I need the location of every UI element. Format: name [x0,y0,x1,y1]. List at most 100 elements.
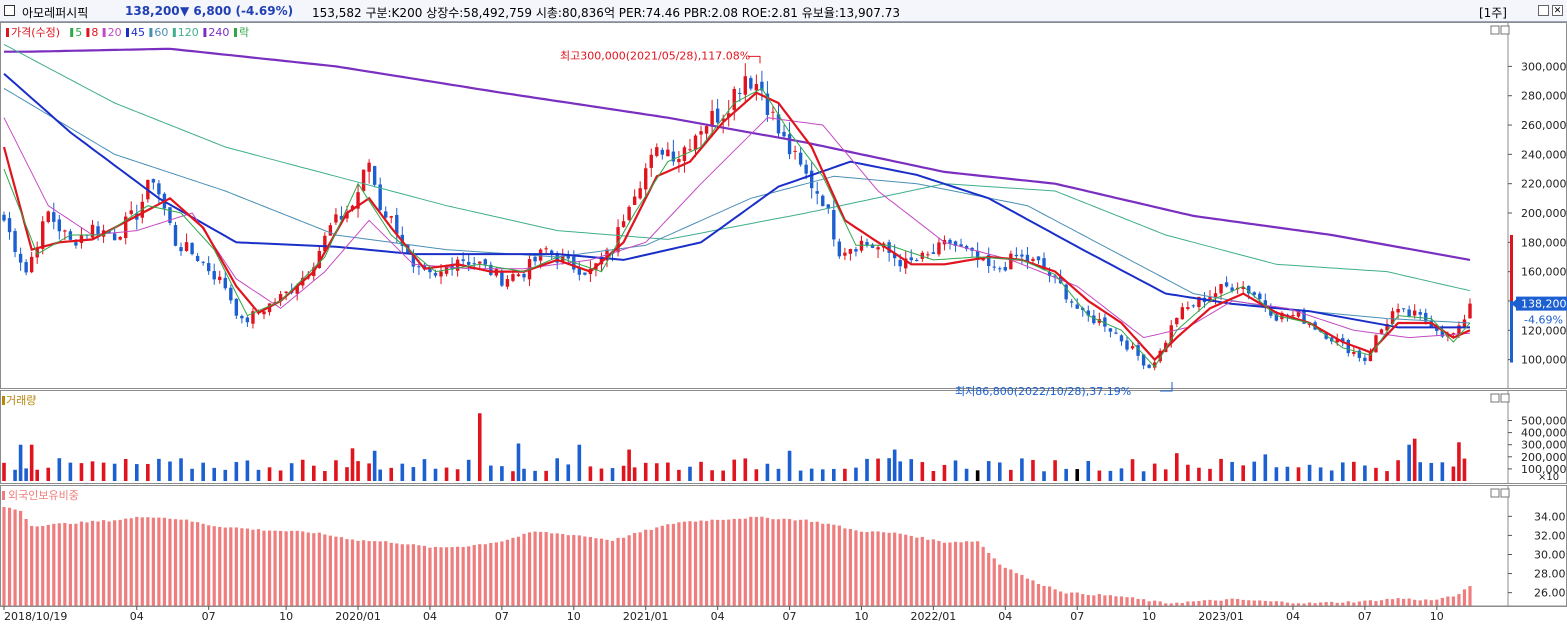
x-tick-label: 2022/01 [911,610,957,623]
volume-bar [179,458,183,481]
candle-up [848,249,853,254]
volume-bar [411,467,416,481]
price-tick-label: 100,000 [1521,354,1567,367]
candle-down [760,81,764,91]
legend-marker [149,28,153,37]
foreign-bar [173,519,178,606]
close-icon[interactable]: ✕ [1552,5,1563,16]
foreign-tick-label: 28.00 [1534,568,1566,581]
select-checkbox[interactable] [4,5,15,16]
candle-up [41,221,45,249]
volume-bar [378,469,382,481]
foreign-bar [417,545,421,606]
foreign-bar [1213,600,1218,606]
foreign-bar [1291,603,1295,606]
foreign-bar [157,517,161,606]
volume-bar [776,468,781,481]
volume-bar [1186,464,1190,481]
volume-bar [1451,466,1456,481]
volume-bar [887,458,891,481]
foreign-bar [621,537,626,606]
candle-down [931,252,936,254]
candle-down [1247,285,1251,294]
foreign-bar [1047,586,1052,606]
foreign-bar [837,525,841,606]
candle-down [909,257,913,261]
foreign-panel-restore-icon [1490,488,1500,498]
foreign-bar [113,520,117,606]
legend-6: 120 [178,26,199,39]
candle-up [1158,350,1162,362]
foreign-bar [184,519,189,606]
volume-bar [787,450,792,481]
current-price: 138,200 [125,4,180,18]
restore-icon[interactable] [1538,5,1549,16]
foreign-bar [527,532,532,606]
foreign-bar [666,524,670,606]
candle-down [461,259,465,261]
candle-up [544,248,548,250]
foreign-bar [422,545,427,606]
candle-down [1191,305,1196,307]
candle-up [1468,303,1472,319]
volume-bar [101,462,106,481]
volume-bar [356,461,360,481]
foreign-bar [1036,583,1041,606]
foreign-bar [1075,592,1079,606]
legend-marker [86,28,90,37]
volume-bar [367,463,371,481]
price-tick-label: 120,000 [1521,324,1567,337]
candle-down [854,249,858,252]
volume-bar [223,469,228,481]
volume-bar [1429,462,1434,481]
candle-down [179,247,183,252]
foreign-bar [467,546,471,606]
candle-up [278,294,283,302]
volume-bar [654,463,659,481]
last-change-label: -4.69% [1524,314,1563,327]
foreign-bar [79,521,84,606]
foreign-bar [411,544,415,606]
foreign-bar [395,543,399,606]
foreign-tick-label: 26.00 [1534,587,1566,600]
foreign-bar [987,552,991,606]
foreign-tick-label: 34.00 [1534,510,1566,523]
ma-45-line [3,72,1470,329]
candle-up [1009,253,1013,270]
foreign-bar [876,531,880,606]
volume-bar [1352,461,1356,481]
candle-up [1396,308,1400,313]
volume-unit-label: ×10 [1538,472,1559,483]
candle-down [1086,310,1090,316]
candle-down [1020,254,1024,257]
candle-up [876,247,880,250]
foreign-bar [716,519,720,606]
stock-name[interactable]: 아모레퍼시픽 [22,6,89,20]
candle-down [865,242,869,246]
foreign-bar [533,531,537,606]
volume-bar [123,459,128,481]
candle-down [821,195,825,207]
candle-up [1390,311,1395,325]
volume-bar [201,462,205,481]
candle-up [616,227,620,253]
candle-down [433,272,438,276]
foreign-bar [1191,601,1195,606]
volume-bar [798,470,803,481]
candle-down [992,266,996,268]
foreign-bar [710,519,714,606]
foreign-bar [378,541,382,606]
price-change: ▼ 6,800 (-4.69%) [180,4,294,18]
foreign-bar [594,538,598,606]
foreign-bar [1446,596,1450,606]
candle-up [516,274,521,277]
period-selector[interactable]: [1주] [1478,6,1507,20]
foreign-bar [251,529,255,606]
candle-down [798,152,803,165]
foreign-bar [428,547,432,606]
foreign-bar [168,518,172,606]
candle-down [223,277,227,289]
candle-down [1103,317,1107,327]
stock-info: 153,582 구분:K200 상장수:58,492,759 시총:80,836… [312,6,900,20]
foreign-bar [350,539,355,606]
